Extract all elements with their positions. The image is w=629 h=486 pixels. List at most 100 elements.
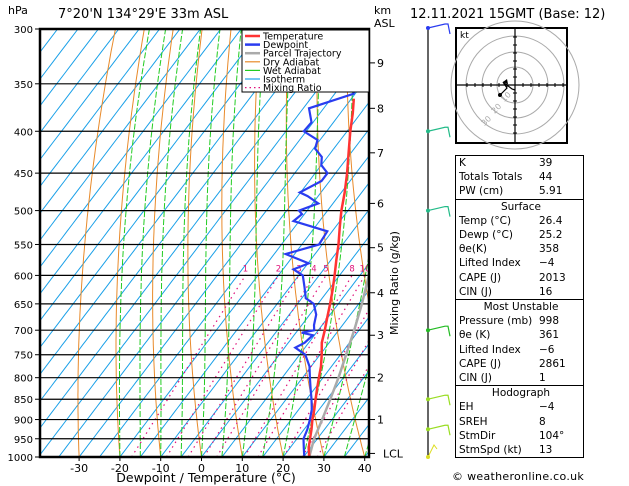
stat-value: 5.91 — [539, 185, 563, 198]
stat-row: SREH 8 — [459, 415, 583, 429]
stat-value: 26.4 — [539, 214, 563, 227]
mixing-ratio-line — [187, 275, 300, 457]
plot-frame — [38, 27, 371, 459]
barb-staff — [427, 23, 451, 35]
stat-label: CAPE (J) — [459, 271, 502, 284]
datetime-title: 12.11.2021 15GMT (Base: 12) — [410, 7, 605, 22]
legend-entry: Mixing Ratio — [263, 83, 322, 94]
stat-value: −4 — [539, 257, 555, 270]
wet-adiabat-line — [180, 29, 202, 457]
stat-row: K 39 — [459, 156, 583, 170]
dry-adiabat-line — [607, 29, 629, 457]
wind-barb — [426, 23, 451, 35]
mixing-ratio-label: 1 — [243, 264, 248, 274]
dry-adiabat-line — [152, 29, 174, 457]
mixing-ratio-axis-label: Mixing Ratio (g/kg) — [388, 231, 401, 335]
stat-value: 16 — [539, 285, 553, 298]
isotherm-line — [160, 182, 369, 457]
isotherm-line — [40, 29, 140, 161]
pressure-tick-label: 1000 — [8, 453, 33, 464]
hodograph-title: Hodograph — [491, 387, 551, 400]
x-tick-label: -30 — [70, 462, 88, 475]
hodograph-box: Hodograph EH −4 SREH 8 StmDir 104° StmSpd (kt) 1… — [455, 385, 584, 459]
isotherm-line — [282, 343, 369, 457]
dry-adiabat-line — [221, 29, 243, 457]
height-tick-label: 2 — [377, 372, 384, 385]
stat-label: K — [459, 157, 466, 169]
stat-value: 1 — [539, 372, 546, 385]
stat-row: Dewp (°C) 25.2 — [459, 228, 583, 242]
isotherm-line — [323, 396, 369, 457]
mixing-ratio-line — [203, 275, 315, 457]
x-tick-label: 0 — [198, 462, 205, 475]
surface-title: Surface — [500, 200, 541, 213]
x-axis-label: Dewpoint / Temperature (°C) — [116, 470, 295, 485]
mixing-ratio-label: 5 — [323, 264, 328, 274]
stats-table: K 39 Totals Totals 44 PW (cm) 5.91 Surface Tem… — [455, 155, 584, 459]
stat-label: CAPE (J) — [459, 357, 502, 370]
mixing-ratio-line — [165, 275, 280, 457]
hodograph-ring — [450, 20, 580, 150]
pressure-tick-label: 350 — [14, 80, 33, 91]
pressure-tick-label: 650 — [14, 300, 33, 311]
stat-row: PW (cm) 5.91 — [459, 184, 583, 198]
barb-staff — [427, 394, 451, 406]
height-tick-label: 6 — [377, 197, 384, 210]
mixing-ratio-label: 25 — [415, 264, 426, 274]
wind-barb — [426, 325, 451, 337]
x-tick-label: 40 — [358, 462, 372, 475]
x-tick-label: 10 — [235, 462, 249, 475]
stat-value: 13 — [539, 444, 553, 457]
most-unstable-box: Most Unstable Pressure (mb) 998 θe (K) 361 Li… — [455, 299, 584, 386]
location-title: 7°20'N 134°29'E 33m ASL — [58, 7, 229, 22]
legend-entry: Wet Adiabat — [263, 66, 321, 77]
stat-row: Lifted Index −6 — [459, 343, 583, 357]
isotherm-line — [40, 29, 242, 295]
stat-label: CIN (J) — [459, 372, 492, 385]
legend-entry: Isotherm — [263, 75, 305, 86]
barb-staff — [427, 325, 451, 337]
stat-value: 39 — [539, 157, 553, 169]
wind-barb — [426, 126, 451, 138]
wet-adiabat-line — [221, 29, 242, 457]
barb-staff — [427, 205, 451, 217]
stat-row: Totals Totals 44 — [459, 170, 583, 184]
mixing-ratio-label: 10 — [359, 264, 370, 274]
height-tick-label: 1 — [377, 414, 384, 427]
height-tick-label: 3 — [377, 329, 384, 342]
dry-adiabat-line — [578, 29, 629, 457]
dry-adiabat-line — [376, 29, 447, 457]
temperature-profile — [307, 98, 356, 457]
storm-motion-marker — [503, 79, 508, 84]
stat-row: Lifted Index −4 — [459, 256, 583, 270]
surface-box: Surface Temp (°C) 26.4 Dewp (°C) 25.2 θe(K) 35… — [455, 198, 584, 300]
legend-entry: Temperature — [262, 32, 323, 43]
mixing-ratio-label: 2 — [276, 264, 281, 274]
stat-label: CIN (J) — [459, 285, 492, 298]
legend-box — [241, 29, 370, 93]
mixing-ratio-label: 8 — [349, 264, 354, 274]
stat-value: −4 — [539, 401, 555, 414]
mixing-ratio-label: 3 — [296, 264, 301, 274]
height-tick-label: 8 — [377, 102, 384, 115]
isotherm-line — [58, 47, 369, 457]
profiles — [278, 29, 369, 457]
most-unstable-title: Most Unstable — [483, 301, 559, 314]
pressure-tick-label: 900 — [14, 416, 33, 427]
barb-staff — [427, 126, 451, 138]
isotherm-line — [40, 29, 160, 188]
stat-label: Lifted Index — [459, 343, 521, 356]
dry-adiabat-line — [77, 29, 116, 457]
x-tick-label: 30 — [317, 462, 331, 475]
height-tick-label: 7 — [377, 147, 384, 160]
stat-value: 2861 — [539, 357, 566, 370]
mixing-ratio-line — [216, 275, 327, 457]
stat-label: Pressure (mb) — [459, 315, 533, 328]
pressure-tick-label: 850 — [14, 395, 33, 406]
wet-adiabat-line — [343, 364, 369, 457]
mixing-ratio-line — [316, 364, 369, 457]
isotherm-line — [262, 316, 369, 457]
pressure-tick-label: 800 — [14, 374, 33, 385]
